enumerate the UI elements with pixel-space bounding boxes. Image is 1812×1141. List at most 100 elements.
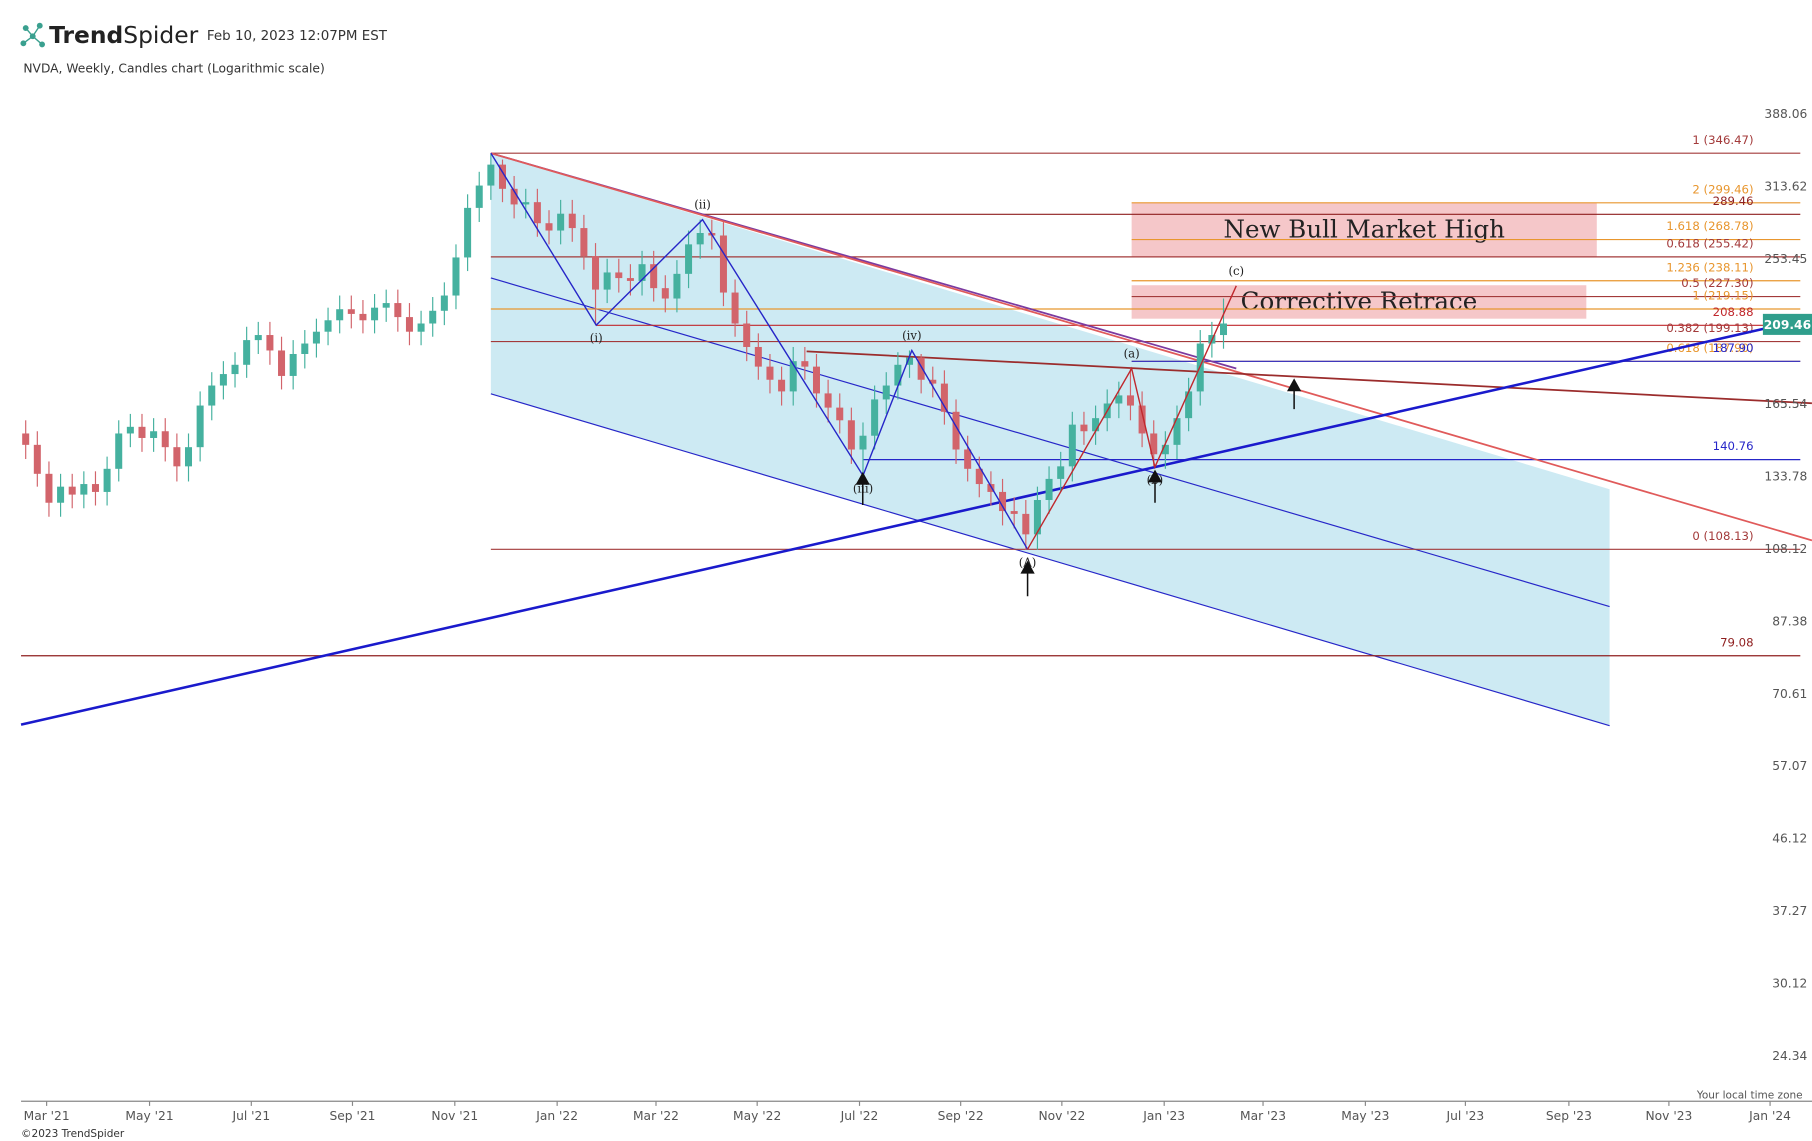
candle-body	[929, 379, 937, 384]
brand-bold: Trend	[49, 21, 123, 49]
level-label: 140.76	[1713, 439, 1754, 453]
candle-body	[22, 433, 30, 445]
candle-body	[371, 307, 379, 321]
candle-body	[522, 202, 530, 205]
candle-body	[126, 426, 134, 434]
last-price-label: 209.46	[1764, 318, 1811, 332]
wave-label: (i)	[590, 331, 603, 345]
x-tick-label: Nov '23	[1645, 1109, 1692, 1123]
trend-line	[20, 316, 1812, 726]
candle-body	[347, 309, 355, 314]
candle-body	[266, 335, 274, 351]
candle-body	[301, 343, 309, 354]
candle-body	[568, 213, 576, 229]
y-tick-label: 87.38	[1772, 614, 1807, 628]
candle-body	[80, 484, 88, 495]
candle-body	[1161, 444, 1169, 455]
candle-body	[498, 164, 506, 189]
candle-body	[184, 447, 193, 467]
candle-body	[766, 366, 774, 380]
candle-body	[45, 473, 53, 503]
candle-body	[975, 468, 983, 485]
candle-body	[603, 272, 611, 290]
candle-body	[533, 202, 541, 224]
candle-body	[836, 407, 844, 421]
level-label: 0.382 (199.13)	[1666, 321, 1753, 335]
candle-body	[231, 364, 239, 375]
candle-body	[743, 323, 751, 347]
candle-body	[824, 393, 832, 408]
candle-body	[475, 185, 483, 208]
candle-body	[1092, 418, 1100, 432]
candle-body	[906, 357, 914, 365]
x-tick-label: May '23	[1341, 1109, 1389, 1123]
candle-body	[196, 405, 204, 448]
zone-label: New Bull Market High	[1224, 215, 1506, 244]
y-tick-label: 30.12	[1772, 977, 1807, 991]
footer: ©2023 TrendSpider	[21, 1128, 125, 1140]
y-tick-label: 46.12	[1772, 832, 1807, 846]
candle-body	[1185, 391, 1193, 419]
level-label: 289.46	[1713, 194, 1754, 208]
candle-body	[789, 361, 797, 392]
level-label: 2 (299.46)	[1692, 182, 1753, 196]
x-tick-label: May '21	[125, 1109, 173, 1123]
y-tick-label: 57.07	[1772, 759, 1807, 773]
candle-body	[940, 383, 948, 412]
y-tick-label: 165.54	[1764, 397, 1807, 411]
x-tick-label: Jan '24	[1748, 1109, 1791, 1123]
y-tick-label: 70.61	[1772, 687, 1807, 701]
candle-body	[91, 484, 99, 492]
level-label: 1 (346.47)	[1692, 133, 1753, 147]
candle-body	[1173, 418, 1181, 445]
candle-body	[394, 303, 402, 318]
zone-label: Corrective Retrace	[1241, 287, 1478, 316]
candle-body	[254, 335, 262, 341]
candle-body	[964, 449, 972, 469]
candle-body	[1219, 323, 1228, 336]
candle-body	[1138, 405, 1146, 434]
x-tick-label: May '22	[733, 1109, 781, 1123]
y-tick-label: 253.45	[1764, 252, 1807, 266]
wave-label: (a)	[1124, 346, 1140, 360]
candle-body	[1057, 466, 1065, 479]
candle-body	[452, 257, 460, 296]
logo-icon	[20, 22, 46, 48]
x-tick-label: Sep '22	[938, 1109, 984, 1123]
x-tick-label: Mar '23	[1240, 1109, 1286, 1123]
candle-body	[1068, 424, 1076, 467]
candle-body	[754, 346, 762, 367]
candle-body	[417, 323, 425, 332]
candle-body	[1126, 395, 1134, 406]
candle-body	[696, 233, 704, 245]
x-tick-label: Sep '23	[1546, 1109, 1592, 1123]
candle-body	[778, 379, 786, 392]
level-label: 1 (219.15)	[1692, 289, 1753, 303]
candle-body	[1033, 500, 1041, 535]
arrows	[855, 378, 1302, 597]
channel-line	[490, 393, 1610, 727]
candle-body	[161, 431, 169, 448]
trend-line	[806, 350, 1812, 405]
candle-body	[801, 361, 809, 367]
wave-line	[490, 152, 1029, 550]
zone-box	[1131, 285, 1587, 319]
brand-light: Spider	[123, 21, 198, 49]
wave-label: (c)	[1228, 264, 1244, 278]
plot: New Bull Market High Corrective Retrace 1 …	[20, 107, 1812, 1123]
candle-body	[661, 288, 669, 299]
level-label: 208.88	[1713, 305, 1754, 319]
candle-body	[336, 309, 344, 321]
candle-body	[812, 366, 820, 394]
candle-body	[731, 292, 739, 324]
candle-body	[440, 295, 448, 311]
y-tick-label: 388.06	[1764, 107, 1807, 121]
candle-body	[219, 374, 227, 386]
chart-title: NVDA, Weekly, Candles chart (Logarithmic…	[23, 61, 324, 75]
candle-body	[650, 264, 658, 289]
candle-body	[510, 188, 518, 205]
x-tick-label: Mar '22	[633, 1109, 679, 1123]
candle-body	[545, 223, 553, 231]
candle-body	[615, 272, 623, 279]
